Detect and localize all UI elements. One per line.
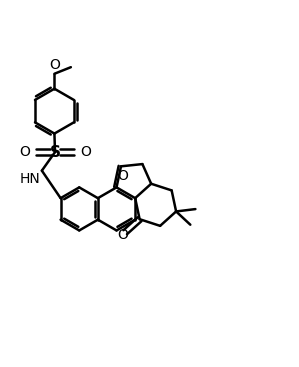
Text: S: S (50, 145, 60, 160)
Text: O: O (19, 145, 30, 159)
Text: O: O (117, 169, 128, 184)
Text: HN: HN (20, 171, 40, 186)
Text: O: O (117, 228, 128, 241)
Text: O: O (80, 145, 91, 159)
Text: O: O (49, 58, 60, 72)
